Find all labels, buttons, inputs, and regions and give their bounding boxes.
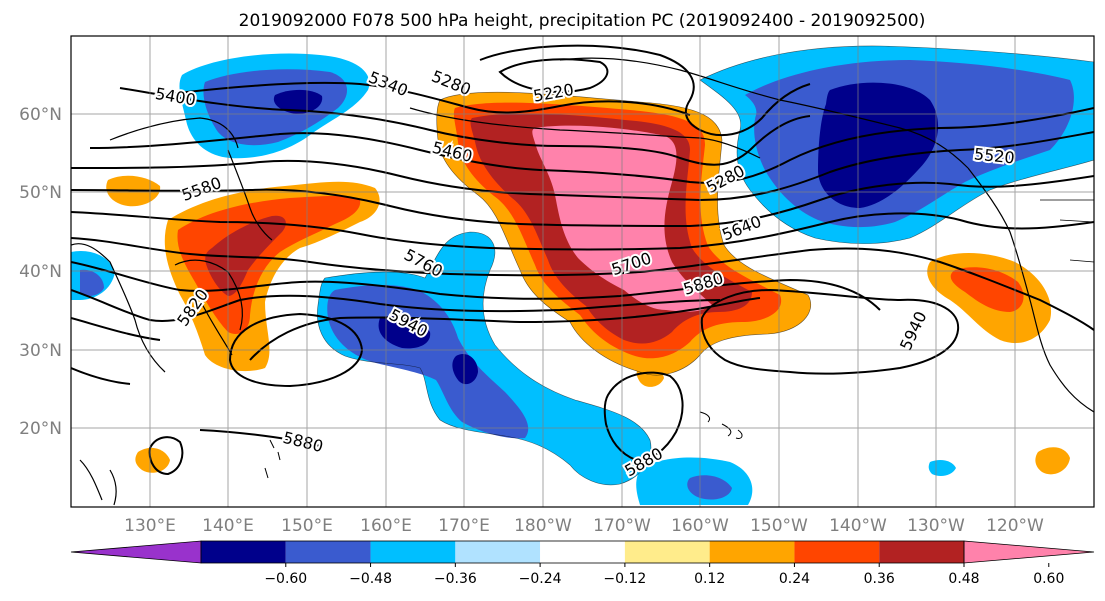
colorbar-tick-label: −0.36 — [434, 571, 477, 587]
map-frame — [70, 35, 1095, 508]
contour-5220 — [498, 58, 609, 93]
colorbar-tick-label: 0.48 — [948, 571, 979, 587]
negative-anomaly-west-mid — [80, 269, 104, 296]
lon-label-150e: 150°E — [281, 516, 333, 536]
colorbar-extend-low — [70, 540, 202, 564]
colorbar-swatch — [540, 541, 625, 563]
lon-label-120w: 120°W — [986, 516, 1044, 536]
lon-label-140w: 140°W — [829, 516, 887, 536]
map-title: 2019092000 F078 500 hPa height, precipit… — [239, 11, 926, 31]
contour-5280-north — [479, 44, 811, 137]
negative-anomaly-nw-dark — [273, 89, 323, 114]
contour-5640 — [71, 211, 1094, 251]
coast-aleutians — [409, 107, 761, 159]
positive-anomaly-southeast — [1035, 447, 1070, 475]
contour-west-left — [71, 367, 131, 385]
coast-hawaii — [699, 411, 743, 439]
colorbar-tick-label: −0.24 — [519, 571, 562, 587]
gridlines — [71, 36, 1094, 507]
coast-philippines — [79, 459, 117, 506]
colorbar-swatch — [370, 541, 456, 563]
contour-5340 — [159, 81, 691, 116]
height-contours — [71, 44, 1094, 476]
contour-5520 — [71, 131, 1094, 202]
lat-label-50: 50°N — [19, 183, 62, 203]
map-content: 5400 5340 5280 5220 5460 5580 5280 5520 … — [71, 36, 1094, 507]
colorbar-extend-high — [963, 540, 1095, 564]
lon-label-130w: 130°W — [907, 516, 965, 536]
colorbar-swatch — [455, 541, 541, 563]
lon-label-170e: 170°E — [438, 516, 490, 536]
lon-label-130e: 130°E — [124, 516, 176, 536]
colorbar: −0.60 −0.48 −0.36 −0.24 −0.12 0.12 0.24 0.36 0.4… — [70, 540, 1095, 587]
lat-label-30: 30°N — [19, 341, 62, 361]
negative-anomaly-nw-mid — [203, 69, 348, 146]
lon-label-140e: 140°E — [202, 516, 254, 536]
colorbar-tick-label: 0.36 — [864, 571, 895, 587]
contour-5940-east — [700, 288, 960, 375]
lon-label-160w: 160°W — [671, 516, 729, 536]
coast-na-west — [967, 167, 1094, 413]
positive-anomaly-ne-patch — [636, 366, 664, 387]
lon-label-170w: 170°W — [593, 516, 651, 536]
latitude-labels: 60°N 50°N 40°N 30°N 20°N — [19, 105, 62, 439]
contour-5580 — [71, 175, 1094, 228]
coast-asia — [71, 243, 166, 373]
contour-5460 — [89, 107, 1094, 184]
positive-anomaly-japan-red — [177, 196, 361, 335]
colorbar-tick-label: −0.60 — [264, 571, 307, 587]
colorbar-swatch — [285, 541, 371, 563]
contour-5400 — [119, 87, 811, 166]
colorbar-swatch — [709, 541, 795, 563]
contour-5880-hawaii — [603, 371, 684, 462]
colorbar-tick-label: −0.12 — [603, 571, 646, 587]
contour-5760 — [71, 261, 881, 311]
contour-5700 — [71, 237, 1094, 331]
negative-anomaly-hawaii-mid — [687, 475, 732, 500]
lon-label-160e: 160°E — [360, 516, 412, 536]
colorbar-tick-label: 0.12 — [694, 571, 725, 587]
lat-label-40: 40°N — [19, 262, 62, 282]
coast-okhotsk — [109, 117, 239, 149]
negative-anomaly-band-mid — [327, 285, 529, 439]
lat-label-60: 60°N — [19, 105, 62, 125]
negative-anomaly-band-dark2 — [452, 353, 478, 385]
lon-label-180w: 180°W — [514, 516, 572, 536]
positive-anomaly-california-red — [950, 267, 1024, 312]
colorbar-swatch — [794, 541, 880, 563]
contour-5880-south — [148, 429, 321, 476]
coast-kamchatka — [227, 149, 273, 241]
positive-anomaly-south — [135, 447, 170, 473]
lat-label-20: 20°N — [19, 419, 62, 439]
coastlines — [71, 57, 1094, 506]
colorbar-tick-label: 0.60 — [1033, 571, 1064, 587]
lon-label-150w: 150°W — [750, 516, 808, 536]
precip-shading — [71, 45, 1094, 505]
colorbar-swatch — [201, 541, 286, 563]
coast-islands — [264, 439, 281, 479]
negative-anomaly-band-dark — [378, 315, 431, 349]
colorbar-tick-label: 0.24 — [779, 571, 810, 587]
colorbar-tick-label: −0.48 — [349, 571, 392, 587]
shading-outlines — [317, 45, 1094, 486]
coast-na-interior — [1040, 199, 1094, 263]
contour-5880-main — [71, 297, 761, 361]
colorbar-swatch — [879, 541, 964, 563]
longitude-labels: 130°E 140°E 150°E 160°E 170°E 180°W 170°… — [124, 516, 1044, 536]
positive-anomaly-japan-darkred — [205, 215, 286, 296]
colorbar-swatch — [624, 541, 710, 563]
colorbar-border — [200, 540, 965, 564]
